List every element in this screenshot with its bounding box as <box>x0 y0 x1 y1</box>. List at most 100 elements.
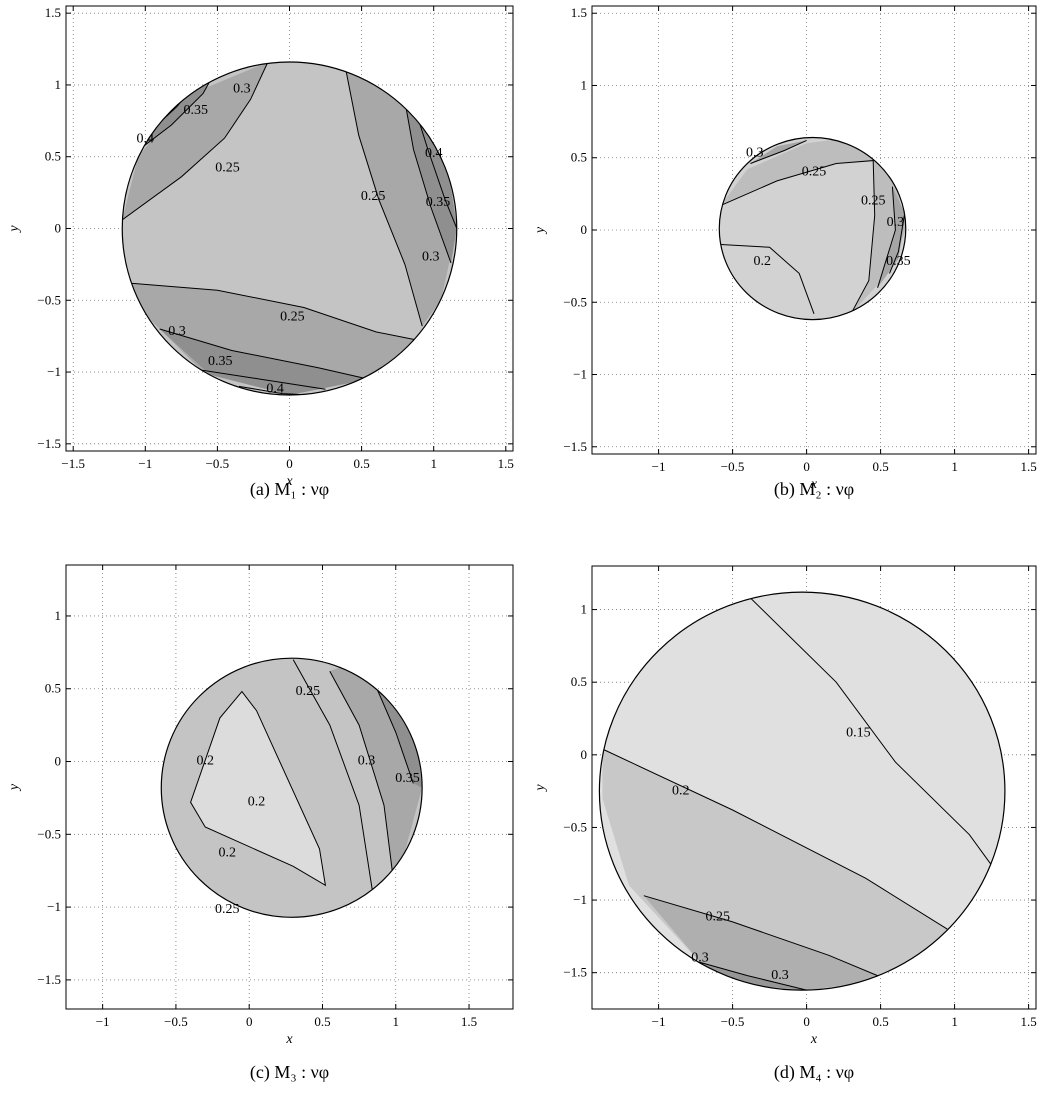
x-axis-label: x <box>810 477 818 492</box>
y-axis-label: y <box>7 225 22 234</box>
y-tick-label: 0 <box>581 747 588 762</box>
contour-line-0.2 <box>720 244 815 314</box>
y-tick-label: 1.5 <box>571 5 587 20</box>
x-axis-label: x <box>285 1032 293 1047</box>
contour-label: 0.35 <box>184 103 209 118</box>
x-tick-label: 1.5 <box>498 456 514 471</box>
y-axis-label: y <box>533 784 548 793</box>
x-tick-label: 1.5 <box>461 1014 477 1029</box>
contour-label: 0.2 <box>248 795 266 810</box>
panel-caption: (c) M₃ : νφ <box>250 1062 329 1083</box>
contour-label: 0.3 <box>422 249 440 264</box>
contour-line-0.25 <box>643 895 889 981</box>
x-tick-label: 0 <box>246 1014 253 1029</box>
contour-label: 0.3 <box>233 81 251 96</box>
contour-label: 0.4 <box>137 132 155 147</box>
y-tick-label: −1 <box>47 364 61 379</box>
contour-line-0.35 <box>889 215 905 274</box>
x-tick-label: −0.5 <box>164 1014 188 1029</box>
contour-label: 0.3 <box>168 324 186 339</box>
x-tick-label: −1 <box>652 1014 666 1029</box>
contour-line-0.2 <box>190 690 327 887</box>
y-tick-label: −1.5 <box>563 439 587 454</box>
contour-label: 0.3 <box>358 754 376 769</box>
contour-label: 0.25 <box>361 189 386 204</box>
contour-band <box>643 895 888 991</box>
panel-caption: (d) M₄ : νφ <box>774 1062 854 1083</box>
y-tick-label: −1.5 <box>37 972 61 987</box>
contour-line-0.25 <box>127 282 420 341</box>
panel-d: 0.15 0.2 0.25 0.3 0.3 −1 −0.5 0 0.5 1 1.5 −1.5 −1 −0.… <box>533 565 1037 1083</box>
x-tick-label: 1.5 <box>1020 459 1036 474</box>
x-axis-label: x <box>285 474 293 489</box>
y-tick-label: −1.5 <box>37 436 61 451</box>
contour-label: 0.25 <box>215 160 240 175</box>
contour-label: 0.35 <box>886 254 911 269</box>
contour-label: 0.25 <box>280 310 305 325</box>
contour-line-0.25 <box>720 160 876 315</box>
y-tick-label: −1.5 <box>563 965 587 980</box>
domain-fill <box>599 592 1005 991</box>
y-tick-label: 0.5 <box>45 149 61 164</box>
contour-line-0.35 <box>373 681 414 784</box>
y-tick-label: 1 <box>55 77 62 92</box>
contour-line-0.3 <box>401 84 452 264</box>
y-tick-label: −1 <box>47 899 61 914</box>
contour-band <box>877 186 906 288</box>
contour-band <box>122 62 268 220</box>
contour-line-0.2 <box>602 748 948 930</box>
y-tick-label: 1 <box>581 602 588 617</box>
panel-caption: (a) M₁ : νφ <box>250 479 329 500</box>
contour-line-0.3 <box>329 671 394 876</box>
x-tick-label: −0.5 <box>721 459 745 474</box>
x-tick-label: −1 <box>96 1014 110 1029</box>
domain-boundary <box>718 136 907 321</box>
x-tick-label: −0.5 <box>206 456 230 471</box>
axes-frame <box>591 565 1037 1010</box>
x-tick-label: 0.5 <box>314 1014 330 1029</box>
x-tick-label: −1 <box>138 456 152 471</box>
contour-label: 0.3 <box>691 950 709 965</box>
domain-boundary <box>121 61 458 396</box>
x-tick-label: 1 <box>393 1014 400 1029</box>
x-tick-label: 1 <box>951 1014 958 1029</box>
x-tick-label: 0 <box>286 456 293 471</box>
contour-label: 0.3 <box>771 968 789 983</box>
x-tick-label: −1.5 <box>61 456 85 471</box>
contour-label: 0.2 <box>753 254 771 269</box>
contour-label: 0.35 <box>426 195 451 210</box>
contour-label: 0.4 <box>425 146 443 161</box>
contour-line-0.3 <box>877 186 896 288</box>
y-tick-label: −1 <box>573 892 587 907</box>
contour-label: 0.15 <box>846 725 871 740</box>
contour-label: 0.25 <box>215 902 240 917</box>
y-tick-label: 0 <box>55 221 62 236</box>
contour-line-0.3 <box>750 139 807 164</box>
x-tick-label: 0.5 <box>872 459 888 474</box>
y-tick-label: 1 <box>55 608 62 623</box>
x-axis-label: x <box>810 1032 818 1047</box>
contour-label: 0.3 <box>887 215 905 230</box>
y-tick-label: 0 <box>581 222 588 237</box>
contour-label: 0.4 <box>266 381 284 396</box>
x-tick-label: 0.5 <box>872 1014 888 1029</box>
y-tick-label: 1 <box>581 77 588 92</box>
contour-band <box>128 283 420 395</box>
contour-line-0.3 <box>695 960 807 991</box>
contour-band <box>851 160 906 314</box>
contour-label: 0.25 <box>706 910 731 925</box>
y-tick-label: −1 <box>573 367 587 382</box>
contour-label: 0.2 <box>672 783 690 798</box>
x-tick-label: 0 <box>803 1014 810 1029</box>
contour-band <box>402 85 457 263</box>
x-tick-label: 0.5 <box>353 456 369 471</box>
contour-band <box>190 691 326 886</box>
y-tick-label: −0.5 <box>563 294 587 309</box>
x-tick-label: 1.5 <box>1020 1014 1036 1029</box>
panel-a: 0.4 0.35 0.3 0.25 0.25 0.4 0.35 0.3 0.25 0.3 0.35 0… <box>7 5 514 500</box>
x-tick-label: −0.5 <box>721 1014 745 1029</box>
y-axis-label: y <box>533 226 548 235</box>
contour-line-0.25 <box>122 61 269 221</box>
